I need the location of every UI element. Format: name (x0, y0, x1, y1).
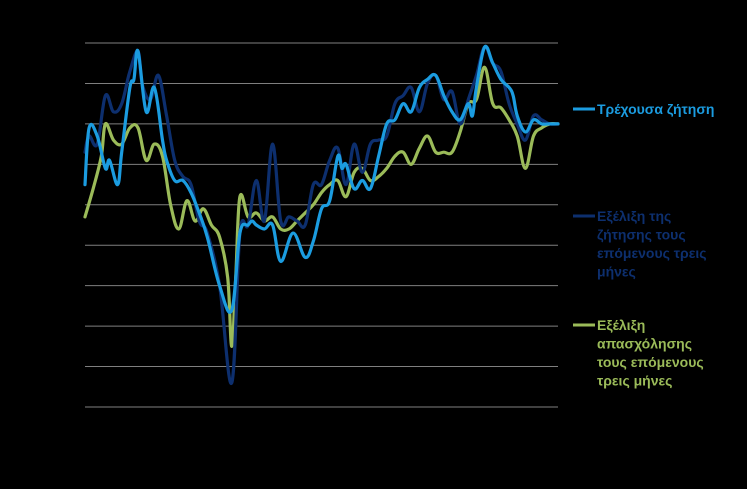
legend-label-1-line-3: μήνες (597, 264, 636, 280)
legend-label-2-line-0: Εξέλιξη (597, 317, 645, 333)
series-line-0 (83, 44, 560, 314)
series-line-2 (83, 65, 560, 348)
legend-item-0: Τρέχουσα ζήτηση (573, 101, 714, 117)
legend-label-0-line-0: Τρέχουσα ζήτηση (597, 101, 714, 117)
series-lines (83, 44, 560, 385)
legend-label-2-line-1: απασχόλησης (597, 336, 692, 352)
series-line-1 (83, 45, 560, 385)
legend-label-2-line-3: τρεις μήνες (597, 373, 672, 389)
legend-label-1-line-2: επόμενους τρεις (597, 245, 707, 261)
legend: Τρέχουσα ζήτηση Εξέλιξη της ζήτησης τους επ… (573, 101, 714, 389)
legend-label-2-line-2: τους επόμενους (597, 354, 704, 370)
legend-label-1-line-1: ζήτησης τους (597, 227, 686, 243)
legend-item-2: Εξέλιξη απασχόλησης τους επόμενους τρεις μή… (573, 317, 704, 389)
legend-item-1: Εξέλιξη της ζήτησης τους επόμενους τρεις μή… (573, 208, 707, 280)
legend-label-1-line-0: Εξέλιξη της (597, 208, 671, 224)
